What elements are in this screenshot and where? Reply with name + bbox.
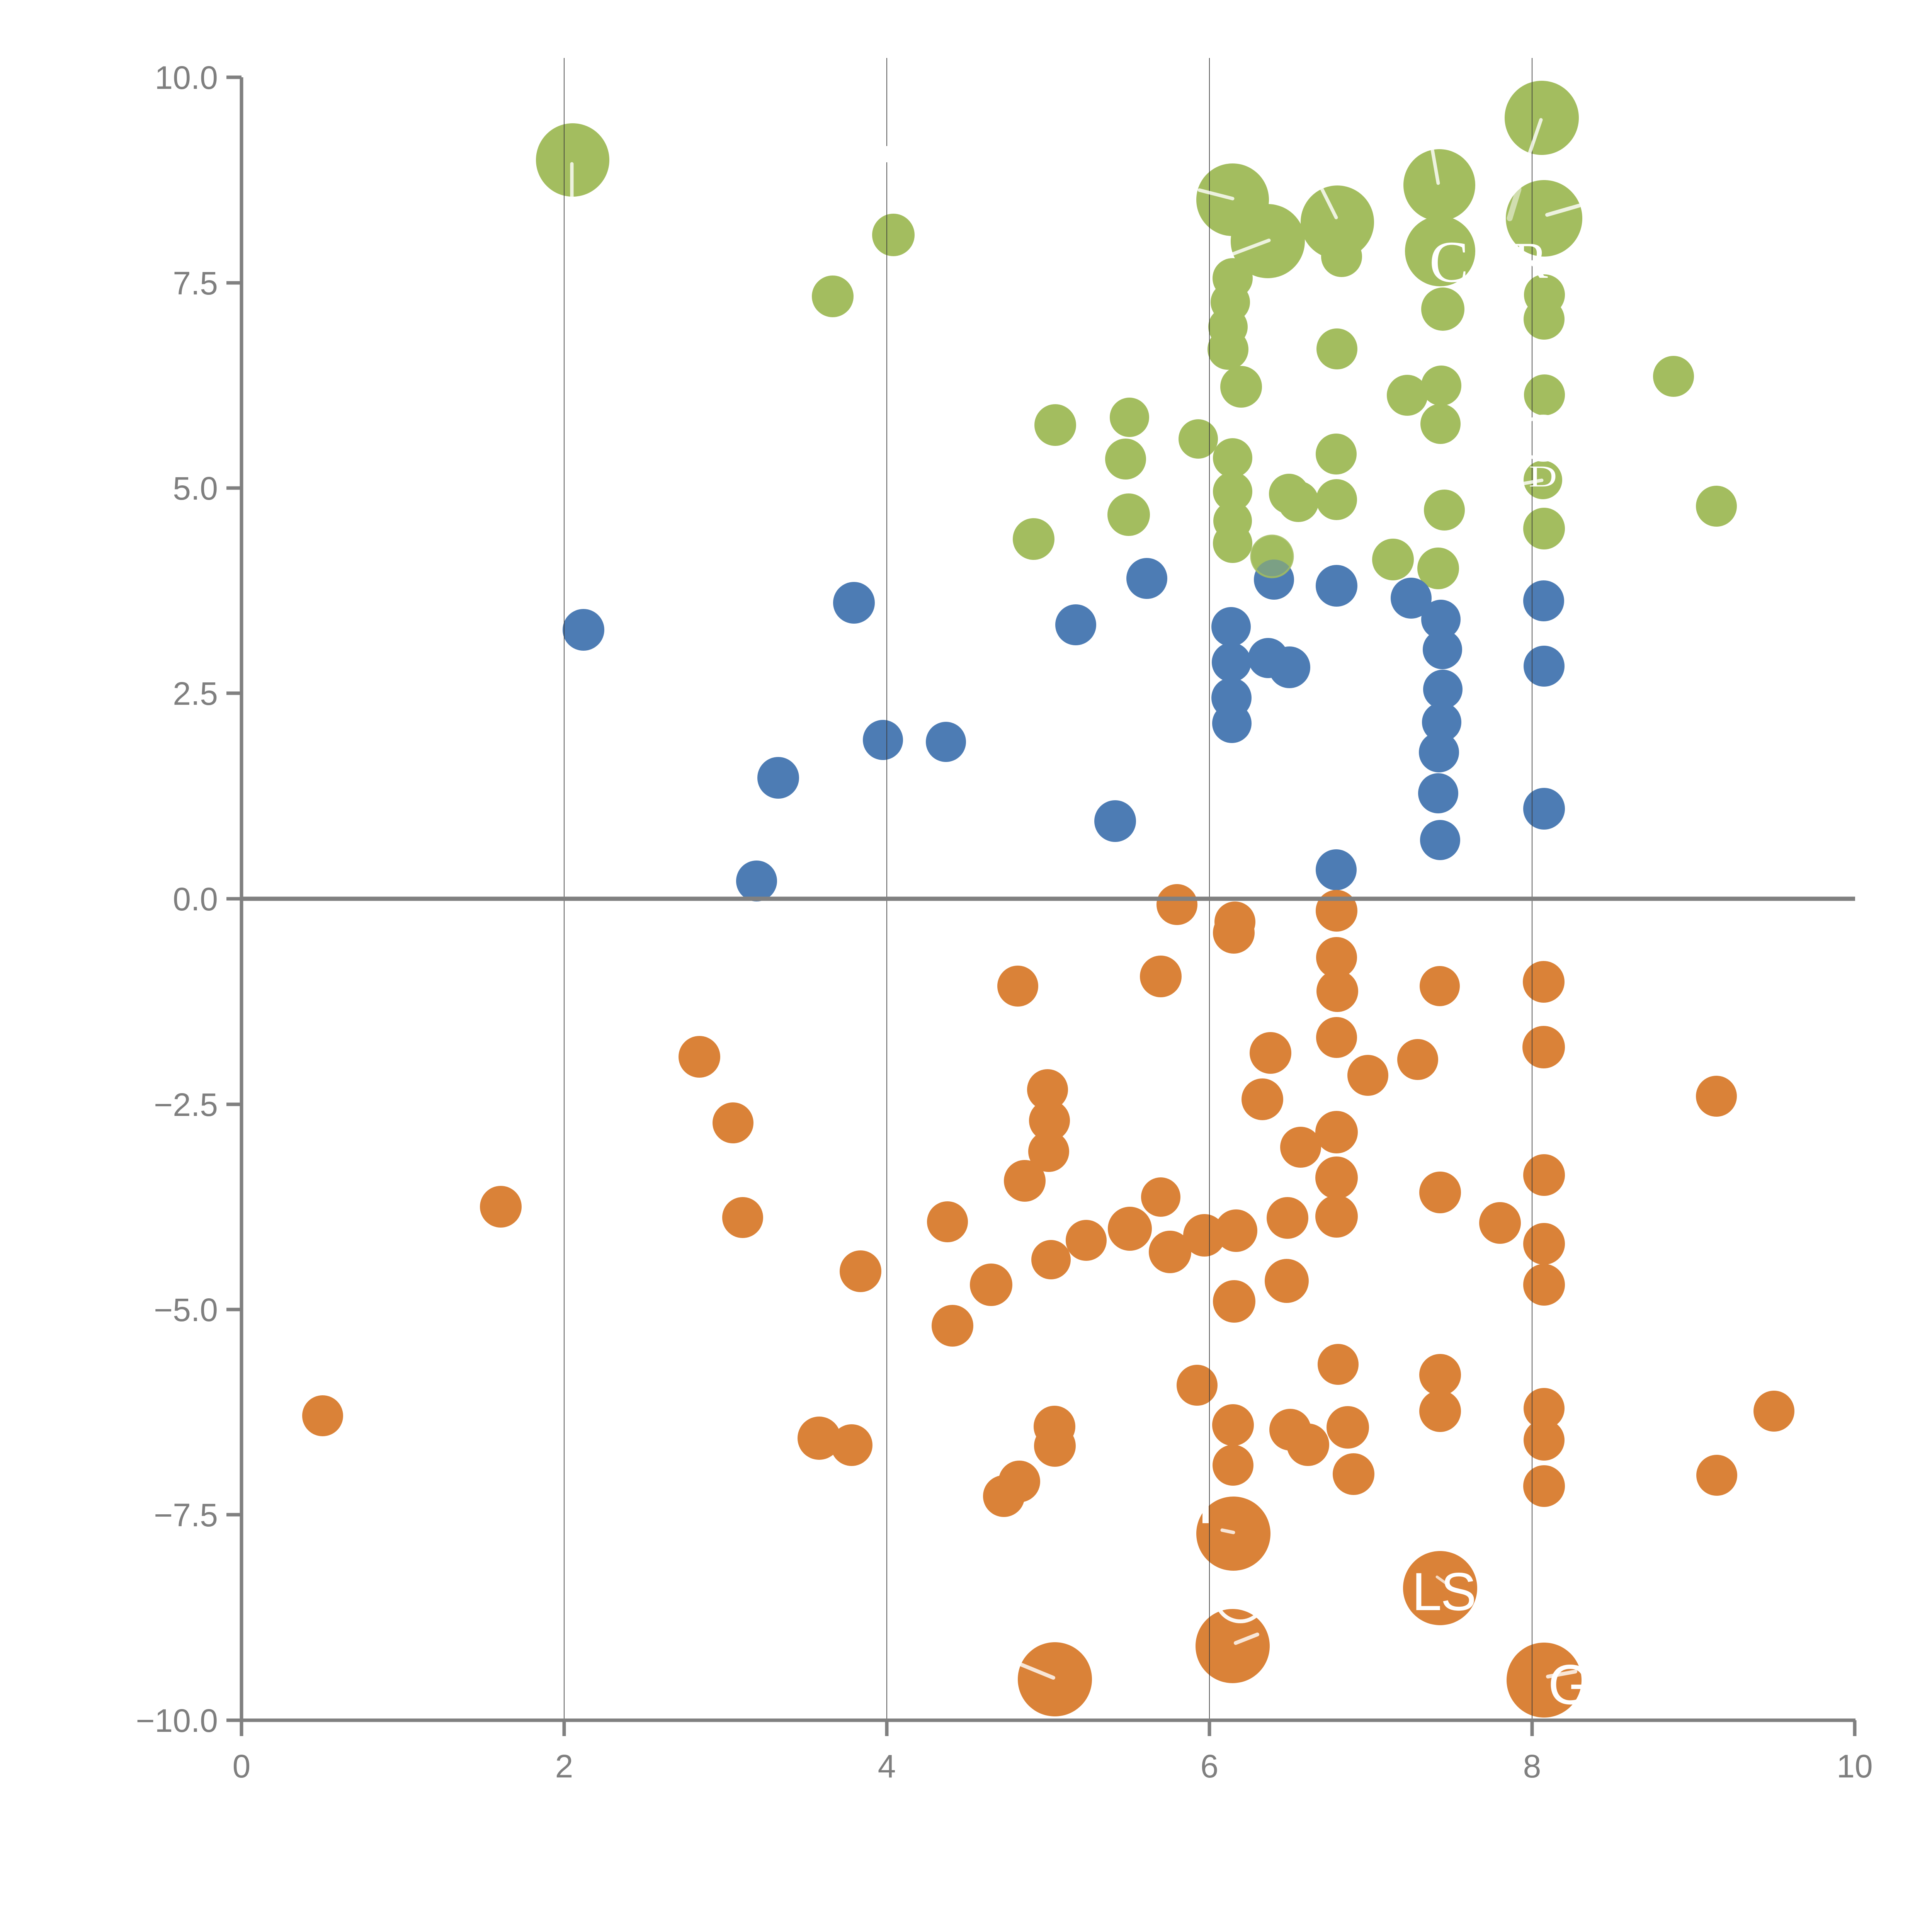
svg-text:0.0: 0.0 [173, 881, 218, 917]
svg-text:−5.0: −5.0 [154, 1292, 218, 1328]
svg-text:LS: LS [1412, 1562, 1475, 1622]
svg-text:0: 0 [233, 1748, 251, 1784]
svg-text:10: 10 [1837, 1748, 1872, 1784]
svg-text:7.5: 7.5 [173, 265, 218, 301]
svg-text:2: 2 [555, 1748, 573, 1784]
svg-text:G: G [1548, 1653, 1592, 1716]
svg-text:−10.0: −10.0 [136, 1702, 218, 1739]
svg-text:6: 6 [1201, 1748, 1219, 1784]
svg-text:8: 8 [1523, 1748, 1541, 1784]
svg-text:4: 4 [878, 1748, 896, 1784]
svg-text:R: R [1513, 232, 1548, 289]
svg-text:C: C [1429, 230, 1469, 295]
svg-text:5.0: 5.0 [173, 470, 218, 507]
svg-text:10.0: 10.0 [155, 60, 218, 96]
svg-text:−2.5: −2.5 [154, 1087, 218, 1123]
svg-text:D: D [1529, 459, 1557, 493]
svg-text:2.5: 2.5 [173, 675, 218, 712]
svg-text:−7.5: −7.5 [154, 1497, 218, 1533]
